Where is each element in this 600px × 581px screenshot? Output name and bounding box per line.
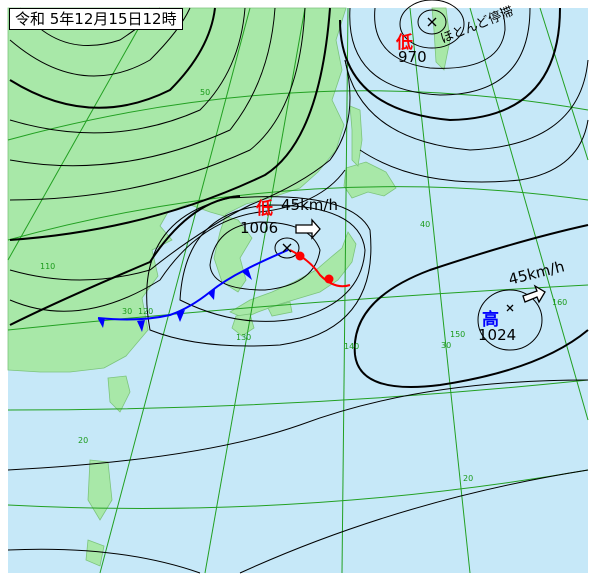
lat-label: 50 xyxy=(200,88,211,97)
land xyxy=(7,7,451,567)
x-mark-icon xyxy=(282,17,514,312)
motion-speed: 45km/h xyxy=(281,196,338,214)
lon-label: 160 xyxy=(552,298,568,307)
high-label: 高 xyxy=(482,310,499,330)
lon-label: 150 xyxy=(450,330,466,339)
lon-label: 120 xyxy=(138,307,154,316)
lon-label: 140 xyxy=(344,342,360,351)
lat-label: 30 xyxy=(122,307,133,316)
arrow-right-icon xyxy=(295,218,546,304)
warm-front xyxy=(289,249,351,288)
map-title: 令和 5年12月15日12時 xyxy=(9,8,183,30)
pressure-value: 1006 xyxy=(240,219,279,237)
low-label: 低 xyxy=(396,33,413,53)
isobars xyxy=(7,0,589,574)
graticule xyxy=(7,7,589,574)
lat-label: 20 xyxy=(78,436,89,445)
cold-front xyxy=(97,249,289,332)
pressure-value: 970 xyxy=(398,48,427,66)
lat-label: 40 xyxy=(420,220,431,229)
pressure-value: 1024 xyxy=(478,326,517,344)
lat-label: 30 xyxy=(441,341,452,350)
lon-label: 130 xyxy=(236,333,252,342)
lon-label: 110 xyxy=(40,262,56,271)
lat-label: 20 xyxy=(463,474,474,483)
low-label: 低 xyxy=(256,199,273,219)
